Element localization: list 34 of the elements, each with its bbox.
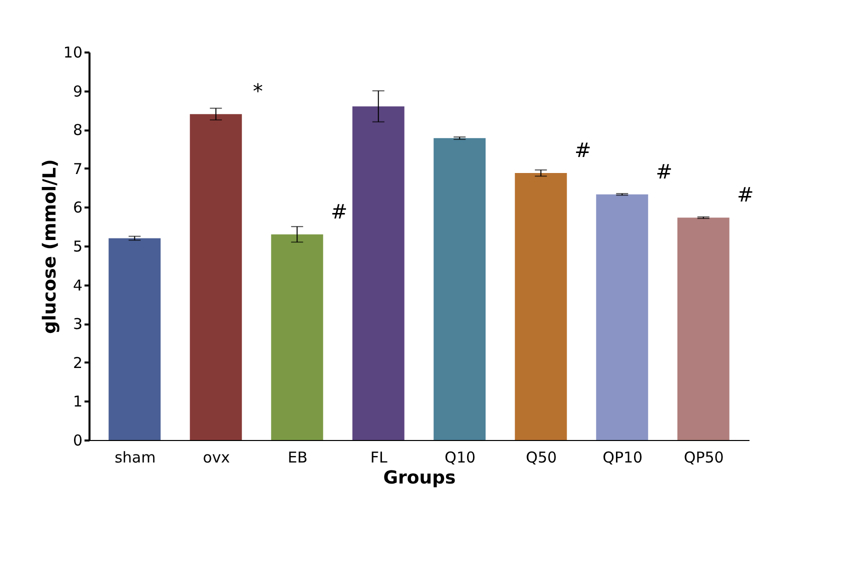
annotation: # — [574, 138, 592, 162]
x-tick-label: FL — [370, 448, 388, 466]
bar — [352, 106, 404, 440]
annotation: # — [736, 182, 754, 207]
x-tick-label: ovx — [202, 448, 230, 466]
annotation: * — [252, 79, 263, 104]
bar — [596, 194, 648, 440]
x-tick-label: Q10 — [444, 448, 476, 466]
y-tick-label: 3 — [72, 315, 82, 334]
y-tick-label: 5 — [72, 238, 82, 256]
y-axis-title: glucose (mmol/L) — [39, 159, 60, 334]
bar — [677, 218, 730, 440]
x-tick-label: QP50 — [684, 448, 724, 466]
y-tick-label: 4 — [72, 276, 82, 294]
x-tick-label: sham — [114, 448, 156, 466]
bar — [514, 173, 567, 440]
x-tick-label: EB — [288, 448, 308, 466]
x-tick-label: QP10 — [602, 448, 643, 466]
x-tick-label: Q50 — [526, 448, 557, 466]
y-tick-label: 2 — [72, 354, 82, 372]
y-tick-label: 9 — [72, 82, 82, 100]
bar — [434, 138, 486, 440]
annotation: # — [656, 159, 673, 184]
bar — [190, 114, 242, 440]
y-tick-label: 7 — [72, 160, 82, 178]
y-tick-label: 8 — [72, 121, 82, 140]
bar — [108, 238, 161, 440]
x-axis-title: Groups — [383, 468, 456, 488]
y-tick-label: 6 — [72, 198, 82, 217]
annotation: # — [330, 199, 348, 224]
y-tick-label: 10 — [63, 44, 82, 62]
y-tick-label: 1 — [72, 392, 82, 411]
y-tick-label: 0 — [72, 432, 82, 450]
bar — [271, 234, 324, 440]
